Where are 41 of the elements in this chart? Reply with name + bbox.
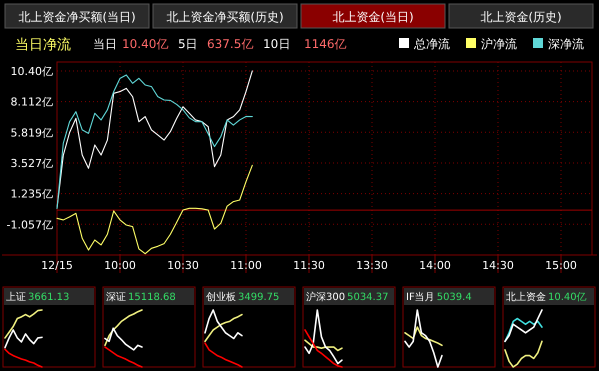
chart-subtitle: 5039.4 <box>436 292 472 303</box>
text: 637.5亿 <box>207 37 254 51</box>
text: 当日 <box>93 37 117 51</box>
text: 10日 <box>263 37 290 51</box>
text: 北上资金(当日) <box>332 10 414 24</box>
chart-subtitle: 3661.13 <box>28 292 70 303</box>
x-tick-label: 13:30 <box>356 259 388 272</box>
text: 10.40亿 <box>548 292 587 303</box>
y-tick-label: 10.40亿 <box>10 64 53 78</box>
x-tick-label: 10:30 <box>167 259 199 272</box>
y-tick-label: -1.057亿 <box>6 218 53 232</box>
x-tick-label: 11:00 <box>230 259 262 272</box>
text: 5日 <box>178 37 198 51</box>
text: 5034.37 <box>347 292 388 303</box>
chart-title: 当日净流 <box>15 37 71 53</box>
text: 10.40亿 <box>122 37 168 51</box>
text: 1146亿 <box>304 37 347 51</box>
x-tick-label: 15:00 <box>545 259 577 272</box>
chart-title: 沪深300 <box>306 292 346 303</box>
chart-subtitle: 15118.68 <box>128 292 176 303</box>
y-tick-label: 8.112亿 <box>10 96 53 109</box>
legend-label: 深净流 <box>548 37 584 51</box>
chart-title: 上证 <box>6 292 26 303</box>
chart-subtitle: 3499.75 <box>238 292 280 303</box>
text: 北上资金净买额(历史) <box>166 10 284 24</box>
text: 北上资金净买额(当日) <box>18 10 136 24</box>
x-tick-label: 12/15 <box>41 259 73 272</box>
y-tick-label: 3.527亿 <box>10 156 53 170</box>
y-tick-label: 1.235亿 <box>10 188 53 201</box>
text: 北上资金(历史) <box>480 10 562 24</box>
x-tick-label: 14:00 <box>419 259 451 272</box>
y-tick-label: 5.819亿 <box>10 126 53 140</box>
legend-label: 沪净流 <box>481 37 517 51</box>
x-tick-label: 11:30 <box>293 259 325 272</box>
chart-title: 深证 <box>106 292 126 303</box>
chart-title: 创业板 <box>206 292 236 303</box>
chart-title: IF当月 <box>406 292 435 303</box>
x-tick-label: 14:30 <box>482 259 514 272</box>
chart-title: 北上资金 <box>506 292 546 303</box>
legend-label: 总净流 <box>413 37 450 51</box>
x-tick-label: 10:00 <box>104 259 136 272</box>
